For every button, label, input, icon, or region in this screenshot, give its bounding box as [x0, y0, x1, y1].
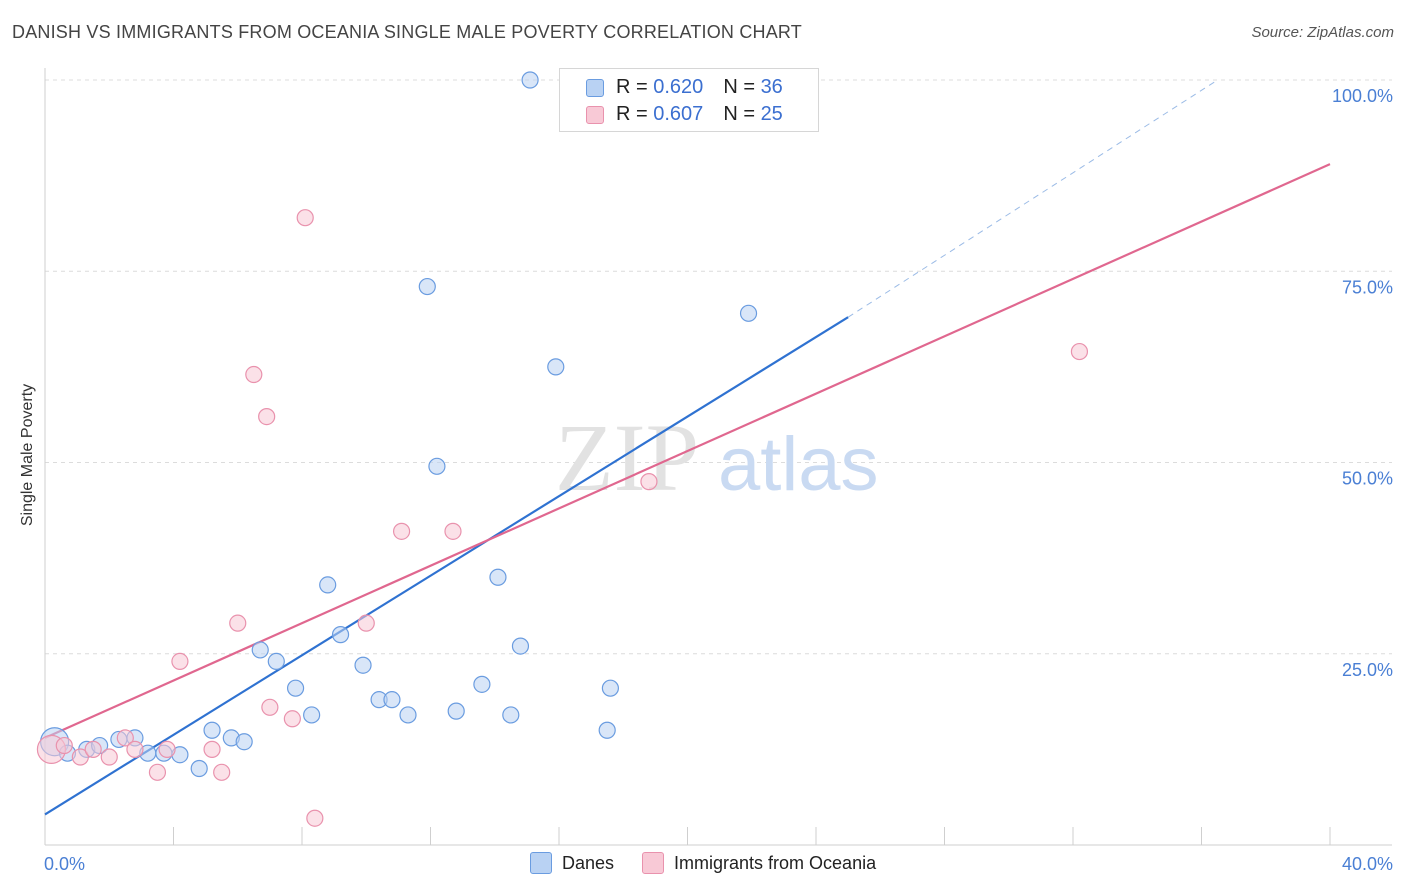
danes-point	[251, 641, 269, 659]
danes-point	[511, 637, 530, 655]
danes-point	[418, 277, 436, 296]
danes-point	[267, 652, 285, 671]
danes-point	[521, 71, 539, 89]
oceania-point	[640, 473, 658, 491]
oceania-point	[158, 740, 176, 758]
danes-trend-line	[44, 316, 849, 816]
oceania-point	[84, 740, 102, 758]
oceania-point	[261, 698, 279, 716]
oceania-point	[100, 748, 118, 766]
oceania-r-value: 0.607	[653, 103, 704, 125]
n-label: N =	[723, 103, 755, 125]
danes-r-value: 0.620	[653, 76, 704, 98]
oceania-point	[116, 729, 134, 747]
danes-point	[601, 679, 620, 697]
y-tick-label: 100.0%	[1332, 86, 1393, 106]
y-tick-label: 25.0%	[1342, 660, 1393, 680]
oceania-point	[306, 809, 324, 827]
watermark: ZIP atlas	[555, 404, 879, 511]
oceania-legend-swatch	[642, 852, 665, 874]
grid-lines	[45, 79, 1392, 655]
x-tick-label-max: 40.0%	[1342, 854, 1393, 874]
danes-point	[203, 721, 221, 739]
oceania-trend-line	[44, 163, 1331, 739]
danes-point	[235, 733, 253, 751]
chart-title: DANISH VS IMMIGRANTS FROM OCEANIA SINGLE…	[12, 22, 803, 42]
danes-point	[354, 656, 372, 674]
legend-row-danes: R = 0.620 N = 36	[586, 76, 783, 99]
oceania-point	[148, 763, 167, 781]
axes	[44, 68, 1392, 846]
r-label: R =	[616, 103, 648, 125]
oceania-point	[126, 740, 144, 758]
stats-legend: R = 0.620 N = 36 R = 0.607 N = 25	[559, 68, 819, 132]
oceania-point	[357, 614, 375, 632]
oceania-point	[1070, 342, 1089, 361]
oceania-point	[296, 209, 314, 227]
oceania-point	[71, 748, 89, 766]
y-tick-label: 50.0%	[1342, 469, 1393, 489]
r-label: R =	[616, 76, 648, 98]
oceania-point	[283, 710, 301, 728]
danes-point	[331, 626, 350, 644]
danes-point	[319, 576, 337, 594]
data-points	[36, 71, 1089, 827]
watermark-zip: ZIP	[555, 404, 699, 511]
danes-point	[489, 568, 507, 586]
danes-swatch	[586, 78, 604, 97]
danes-point	[447, 702, 465, 720]
danes-point	[286, 679, 305, 697]
x-tick-label-min: 0.0%	[44, 854, 85, 874]
oceania-point	[213, 763, 231, 781]
danes-point	[739, 304, 758, 322]
series-legend: Danes Immigrants from Oceania	[530, 852, 904, 874]
danes-legend-label: Danes	[562, 852, 615, 873]
oceania-point	[392, 522, 411, 540]
oceania-point	[55, 736, 73, 755]
danes-trend-extension	[847, 79, 1218, 318]
oceania-point	[203, 740, 221, 758]
oceania-swatch	[586, 105, 604, 124]
danes-legend-swatch	[530, 852, 552, 874]
danes-point	[428, 457, 446, 475]
watermark-atlas: atlas	[718, 422, 879, 507]
legend-row-oceania: R = 0.607 N = 25	[586, 103, 783, 126]
oceania-point	[229, 614, 247, 632]
oceania-point	[245, 365, 263, 384]
oceania-point	[444, 522, 462, 540]
danes-point	[190, 759, 208, 778]
oceania-point	[171, 652, 189, 671]
tick-labels: 25.0% 50.0% 75.0% 100.0% 0.0% 40.0%	[44, 86, 1393, 874]
danes-point	[399, 706, 417, 724]
y-tick-label: 75.0%	[1342, 277, 1393, 297]
oceania-n-value: 25	[760, 103, 783, 125]
oceania-legend-label: Immigrants from Oceania	[674, 852, 877, 873]
danes-point	[547, 358, 565, 376]
danes-point	[383, 691, 401, 709]
oceania-point	[258, 408, 276, 426]
danes-point	[598, 721, 616, 739]
n-label: N =	[723, 76, 755, 98]
danes-point	[303, 706, 321, 724]
danes-n-value: 36	[760, 76, 783, 98]
legend-item-danes[interactable]: Danes	[530, 852, 614, 874]
danes-point	[473, 675, 491, 693]
legend-item-oceania[interactable]: Immigrants from Oceania	[642, 852, 876, 874]
source-label: Source: ZipAtlas.com	[1251, 24, 1394, 41]
danes-point	[502, 706, 520, 724]
